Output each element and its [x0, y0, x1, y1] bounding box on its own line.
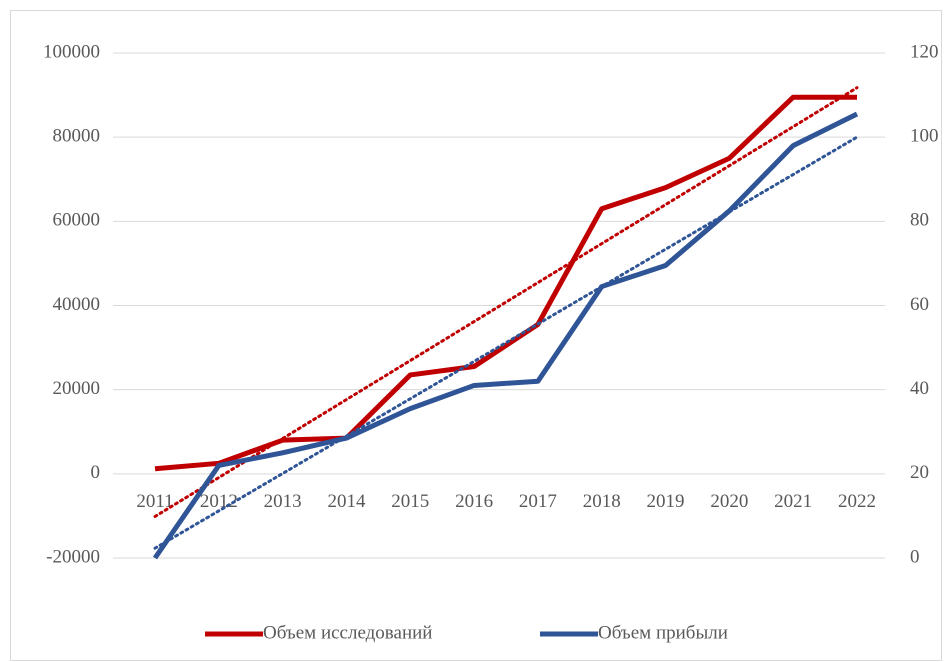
y-tick-label: 100000 — [43, 41, 100, 62]
y2-tick-label: 40 — [910, 378, 929, 399]
series-line — [154, 94, 857, 472]
trendline — [153, 135, 859, 550]
y-tick-label: 60000 — [53, 210, 101, 231]
y2-tick-label: 120 — [910, 41, 939, 62]
y2-tick-label: 100 — [910, 126, 939, 147]
y-tick-label: 0 — [91, 462, 101, 483]
y-tick-label: 80000 — [53, 126, 101, 147]
y2-tick-label: 80 — [910, 210, 929, 231]
y2-tick-label: 20 — [910, 462, 929, 483]
x-tick-label: 2018 — [583, 491, 621, 512]
x-tick-label: 2013 — [264, 491, 302, 512]
legend-label: Объем прибыли — [598, 622, 728, 643]
y-tick-label: -20000 — [46, 546, 100, 567]
x-tick-label: 2016 — [455, 491, 493, 512]
x-tick-label: 2014 — [327, 491, 366, 512]
x-tick-label: 2021 — [774, 491, 812, 512]
chart-border — [10, 10, 942, 661]
y-tick-label: 40000 — [53, 294, 101, 315]
x-tick-label: 2017 — [519, 491, 557, 512]
y2-tick-label: 60 — [910, 294, 929, 315]
x-tick-label: 2015 — [391, 491, 429, 512]
x-tick-label: 2011 — [136, 491, 173, 512]
legend-label: Объем исследований — [263, 622, 432, 643]
x-tick-label: 2019 — [647, 491, 685, 512]
series-line — [152, 111, 859, 560]
x-tick-label: 2022 — [838, 491, 876, 512]
y-tick-label: 20000 — [53, 378, 101, 399]
x-tick-label: 2020 — [710, 491, 748, 512]
y2-tick-label: 0 — [910, 546, 920, 567]
